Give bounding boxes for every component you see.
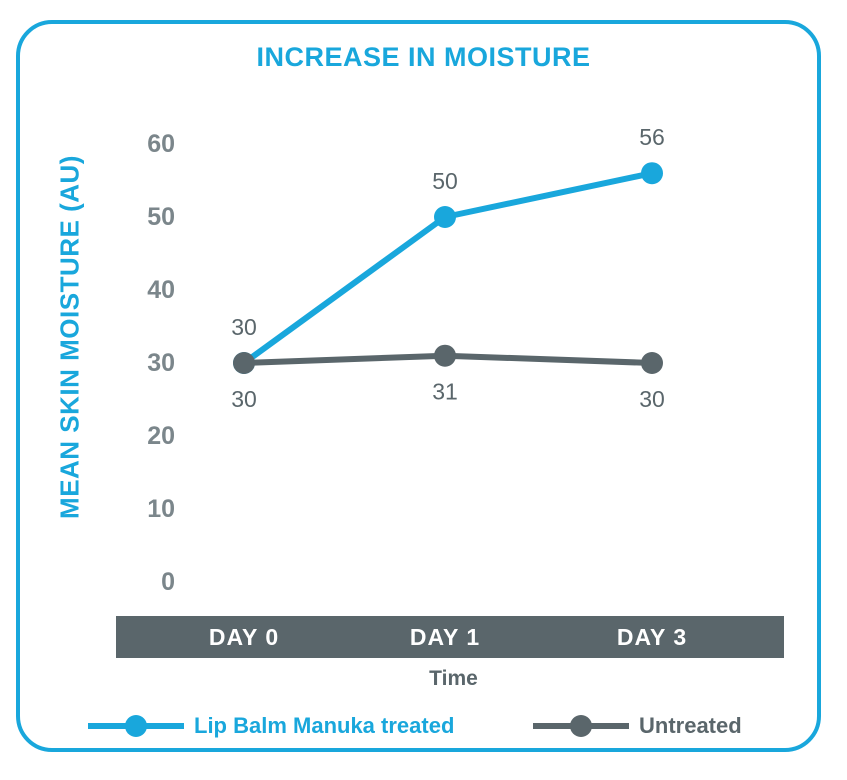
y-axis-label: MEAN SKIN MOISTURE (AU) (54, 155, 85, 519)
legend-swatch-treated (88, 704, 184, 748)
x-tick-label: DAY 1 (410, 624, 480, 650)
legend-item-untreated: Untreated (533, 704, 742, 748)
x-axis-bar: DAY 0 DAY 1 DAY 3 (116, 616, 784, 658)
legend-label-untreated: Untreated (639, 713, 742, 738)
legend-item-treated: Lip Balm Manuka treated (88, 704, 454, 748)
x-axis-label: Time (429, 667, 478, 690)
legend-swatch-untreated (533, 704, 629, 748)
legend-label-treated: Lip Balm Manuka treated (194, 713, 455, 738)
legend: Lip Balm Manuka treated Untreated (0, 704, 847, 748)
chart-title: INCREASE IN MOISTURE (256, 42, 591, 72)
x-tick-label: DAY 0 (209, 624, 279, 650)
chart-frame (16, 20, 821, 752)
x-tick-label: DAY 3 (617, 624, 687, 650)
